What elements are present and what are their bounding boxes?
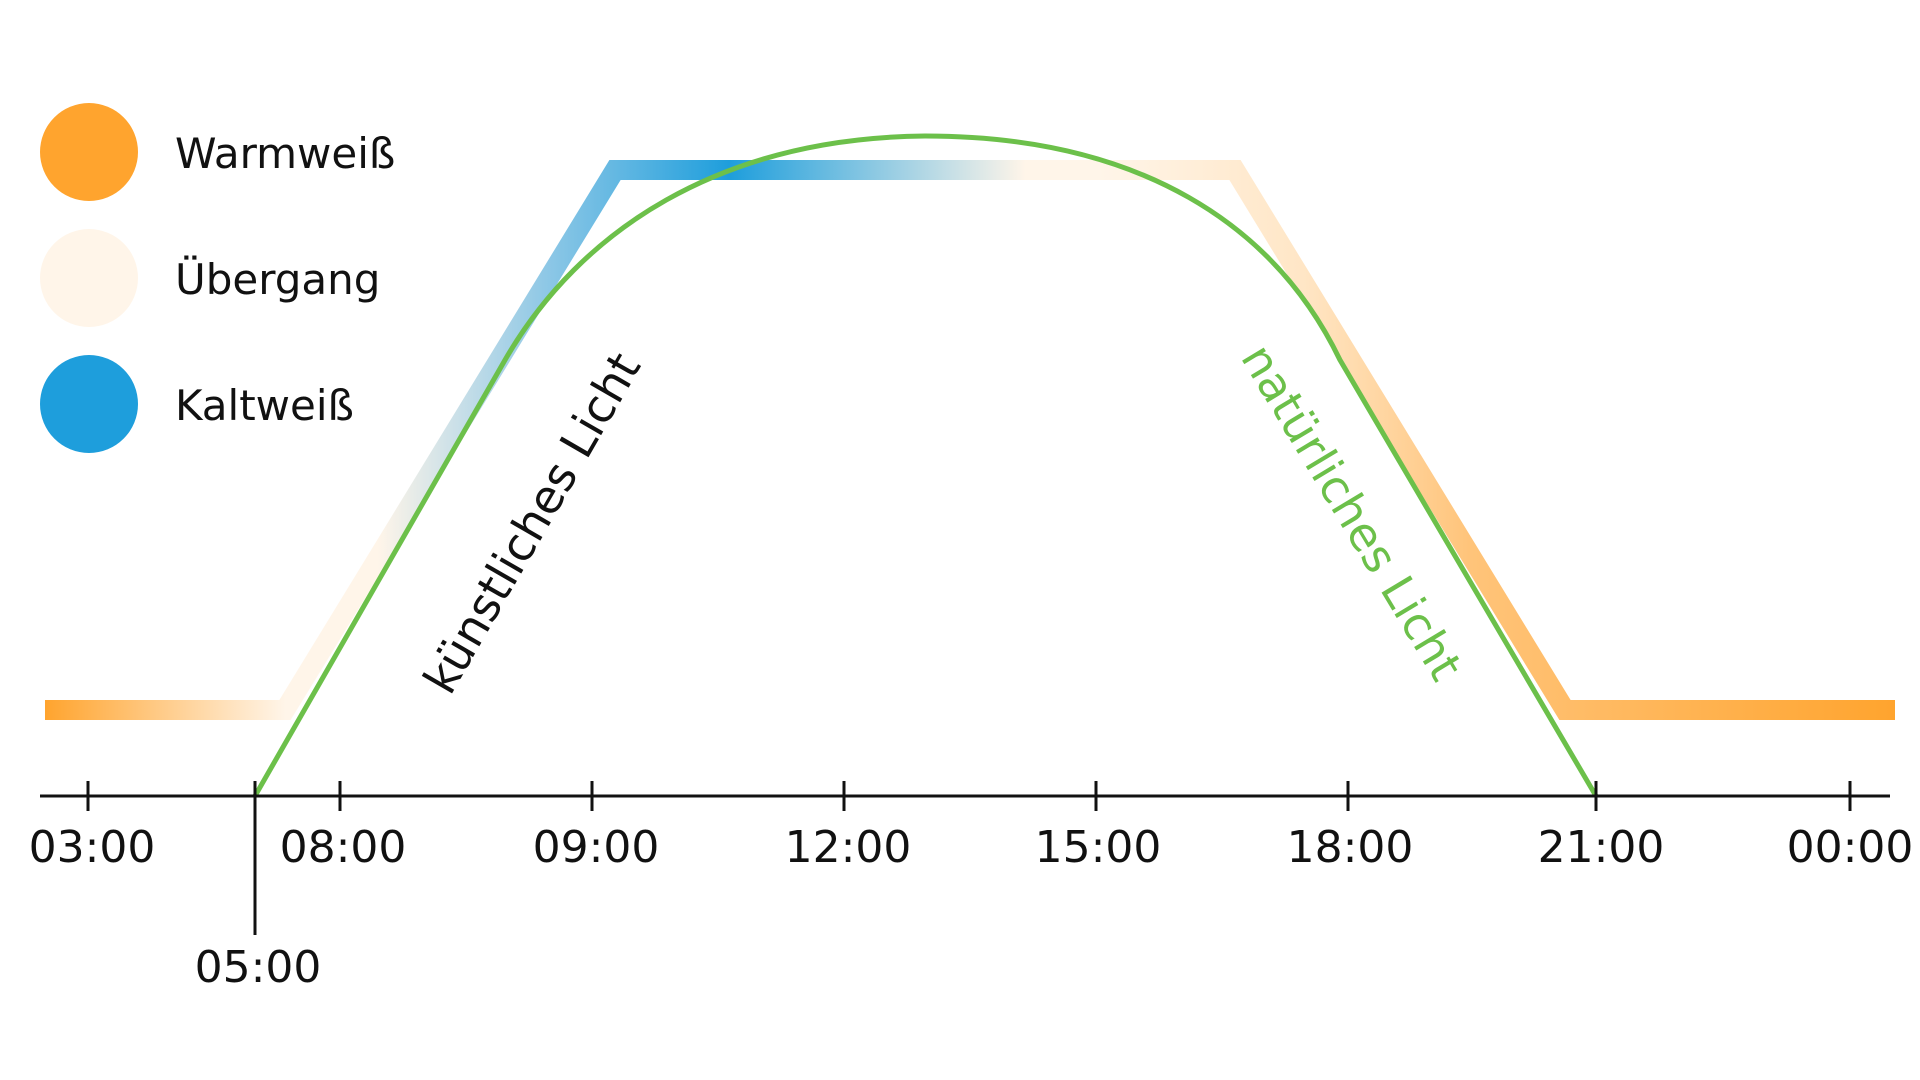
legend-swatch-warm — [40, 103, 138, 201]
legend: Warmweiß Übergang Kaltweiß — [40, 103, 395, 453]
tick-label: 03:00 — [29, 822, 156, 873]
legend-label-warm: Warmweiß — [175, 129, 395, 178]
tick-label: 12:00 — [785, 822, 912, 873]
tick-label: 00:00 — [1787, 822, 1914, 873]
legend-label-transition: Übergang — [175, 254, 380, 304]
legend-label-cold: Kaltweiß — [175, 381, 354, 430]
legend-swatch-cold — [40, 355, 138, 453]
tick-label: 18:00 — [1287, 822, 1414, 873]
tick-label-extra: 05:00 — [195, 942, 322, 993]
artificial-light-curve — [45, 160, 1895, 720]
time-axis: 03:00 08:00 09:00 12:00 15:00 18:00 21:0… — [29, 781, 1914, 993]
tick-label: 15:00 — [1035, 822, 1162, 873]
artificial-light-label: künstliches Licht — [413, 344, 651, 703]
tick-label: 09:00 — [533, 822, 660, 873]
tick-label: 08:00 — [280, 822, 407, 873]
tick-label: 21:00 — [1538, 822, 1665, 873]
natural-light-curve — [252, 133, 1599, 798]
legend-swatch-transition — [40, 229, 138, 327]
